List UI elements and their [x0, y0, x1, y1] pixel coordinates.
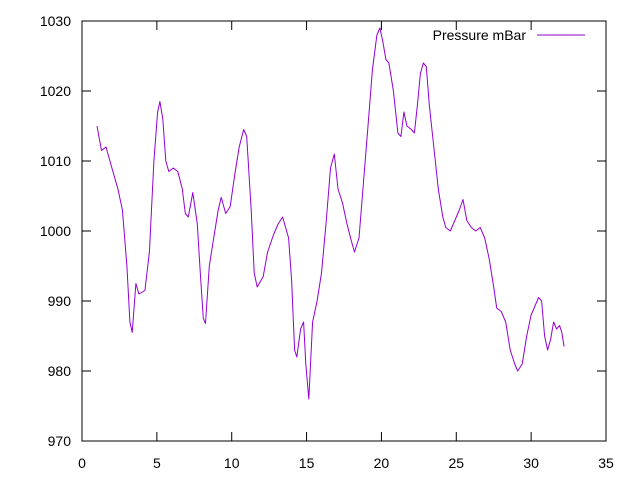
x-tick-label: 25	[448, 455, 464, 471]
legend-label: Pressure mBar	[433, 27, 527, 43]
x-tick-label: 10	[224, 455, 240, 471]
y-tick-label: 990	[48, 293, 72, 309]
plot-frame	[81, 20, 607, 442]
x-tick-label: 0	[78, 455, 86, 471]
x-tick-label: 35	[598, 455, 614, 471]
y-tick-label: 1010	[40, 153, 71, 169]
y-tick-label: 1020	[40, 83, 71, 99]
y-tick-label: 980	[48, 363, 72, 379]
legend: Pressure mBar	[433, 27, 585, 43]
y-tick-label: 1030	[40, 13, 71, 29]
y-tick-label: 1000	[40, 223, 71, 239]
x-tick-label: 30	[523, 455, 539, 471]
x-tick-label: 20	[374, 455, 390, 471]
y-tick-label: 970	[48, 433, 72, 449]
y-axis: 970 980 990 1000 1010 1020 1030	[40, 13, 606, 449]
series-layer	[96, 27, 565, 400]
series-line-pressure	[96, 27, 565, 400]
x-axis: 0 5 10 15 20 25 30 35	[78, 21, 614, 471]
x-tick-label: 15	[299, 455, 315, 471]
x-tick-label: 5	[153, 455, 161, 471]
